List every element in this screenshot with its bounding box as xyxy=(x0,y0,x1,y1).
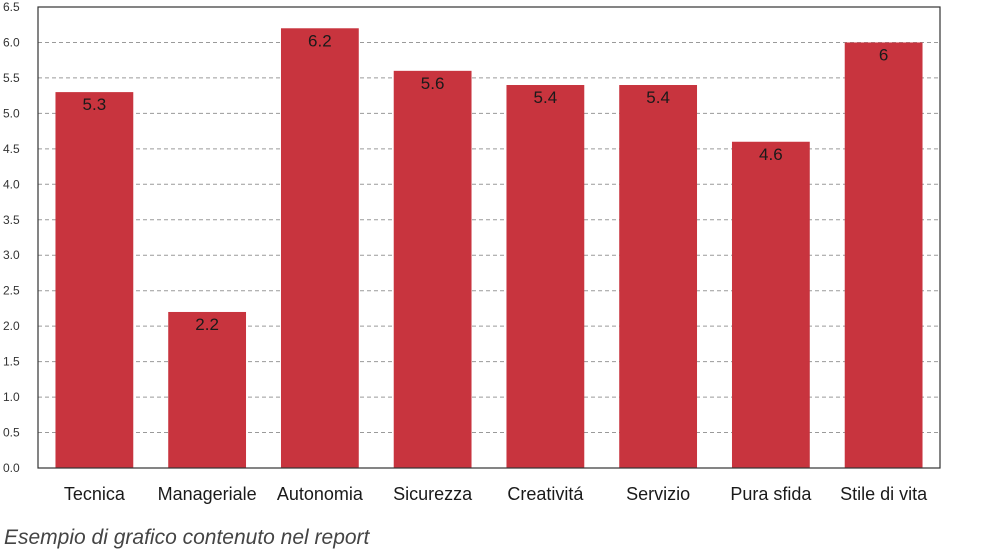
x-tick-label-autonomia: Autonomia xyxy=(277,484,364,504)
y-axis-ticks: 0.0 0.5 1.0 1.5 2.0 2.5 3.0 3.5 4.0 4.5 5.0 5.5 6.0 6… xyxy=(3,0,20,475)
y-tick-label: 1.5 xyxy=(3,355,20,369)
y-tick-label: 6.0 xyxy=(3,35,20,49)
data-label-servizio: 5.4 xyxy=(646,88,670,107)
y-tick-label: 2.5 xyxy=(3,284,20,298)
x-tick-label-stile-di-vita: Stile di vita xyxy=(840,484,928,504)
y-tick-label: 4.5 xyxy=(3,142,20,156)
bar-chart: 0.0 0.5 1.0 1.5 2.0 2.5 3.0 3.5 4.0 4.5 5.0 5.5 6.0 6… xyxy=(3,0,941,504)
y-tick-label: 5.5 xyxy=(3,71,20,85)
x-tick-label-servizio: Servizio xyxy=(626,484,690,504)
y-tick-label: 0.5 xyxy=(3,426,20,440)
x-tick-label-creativita: Creativitá xyxy=(507,484,584,504)
data-label-autonomia: 6.2 xyxy=(308,31,332,50)
y-tick-label: 2.0 xyxy=(3,319,20,333)
bar-servizio xyxy=(619,85,698,468)
x-axis-ticks: Tecnica Manageriale Autonomia Sicurezza Crea… xyxy=(64,484,928,504)
bar-manageriale xyxy=(168,311,247,468)
y-tick-label: 3.0 xyxy=(3,248,20,262)
y-tick-label: 6.5 xyxy=(3,0,20,14)
bar-stile-di-vita xyxy=(844,42,923,468)
y-tick-label: 1.0 xyxy=(3,390,20,404)
data-label-manageriale: 2.2 xyxy=(195,315,219,334)
bar-sicurezza xyxy=(393,70,472,468)
y-tick-label: 3.5 xyxy=(3,213,20,227)
x-tick-label-manageriale: Manageriale xyxy=(158,484,257,504)
data-label-creativita: 5.4 xyxy=(534,88,558,107)
x-tick-label-pura-sfida: Pura sfida xyxy=(730,484,812,504)
x-tick-label-tecnica: Tecnica xyxy=(64,484,126,504)
data-label-tecnica: 5.3 xyxy=(83,95,107,114)
y-tick-label: 5.0 xyxy=(3,106,20,120)
data-label-stile-di-vita: 6 xyxy=(879,45,888,64)
bars xyxy=(55,28,923,469)
bar-autonomia xyxy=(280,28,359,469)
data-label-sicurezza: 5.6 xyxy=(421,74,445,93)
chart-caption: Esempio di grafico contenuto nel report xyxy=(4,526,370,549)
bar-pura-sfida xyxy=(731,141,810,468)
data-label-pura-sfida: 4.6 xyxy=(759,145,783,164)
y-tick-label: 4.0 xyxy=(3,177,20,191)
bar-creativita xyxy=(506,85,585,468)
plot-frame xyxy=(37,6,941,469)
x-tick-label-sicurezza: Sicurezza xyxy=(393,484,473,504)
data-labels: 5.3 2.2 6.2 5.6 5.4 5.4 4.6 6 xyxy=(83,31,889,334)
bar-tecnica xyxy=(55,92,134,468)
y-tick-label: 0.0 xyxy=(3,461,20,475)
